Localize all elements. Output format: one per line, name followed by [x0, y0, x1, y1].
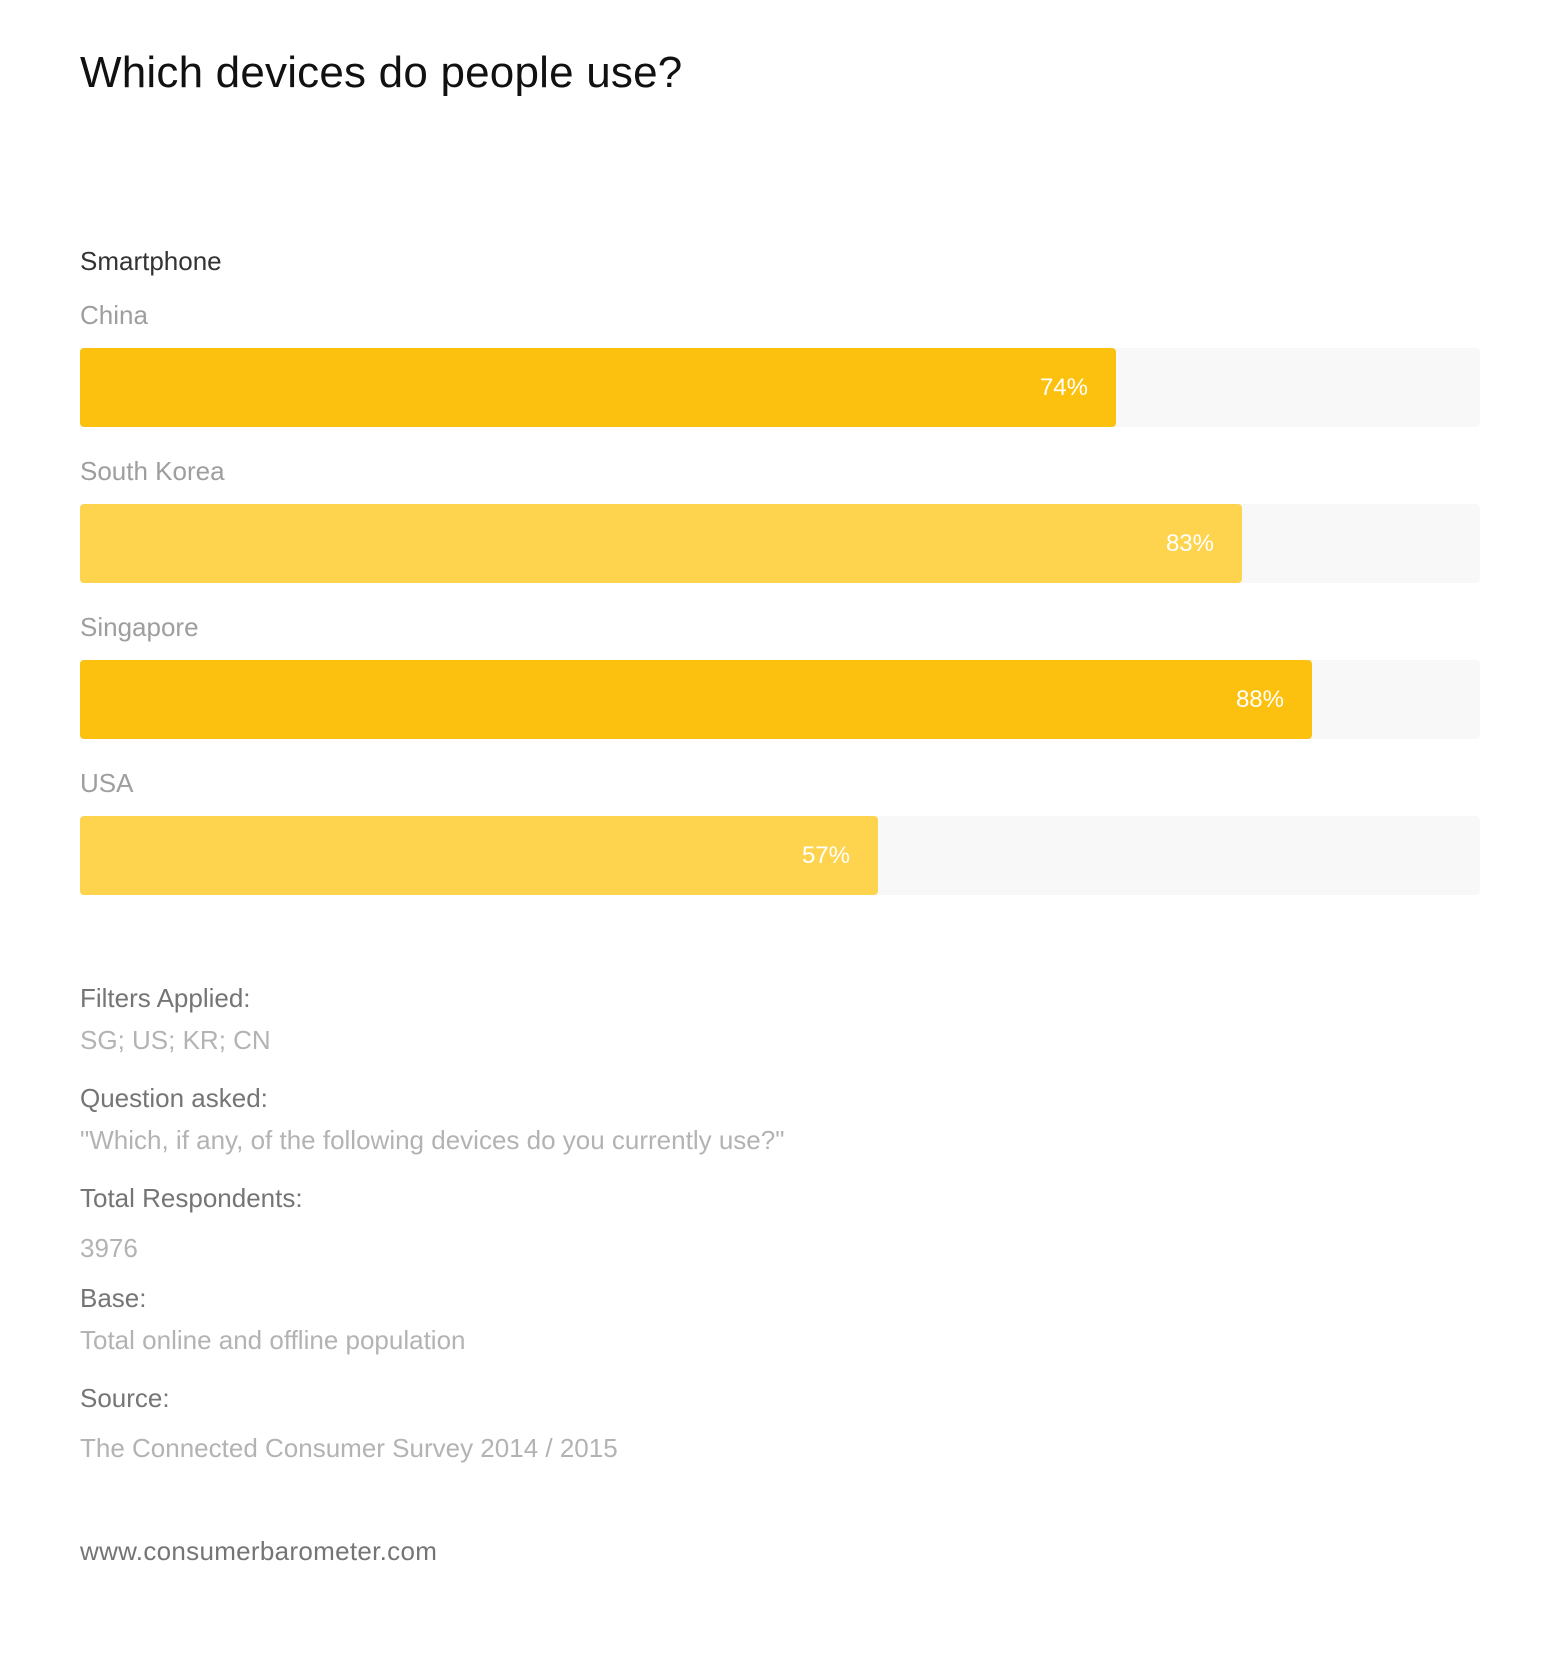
filters-value: SG; US; KR; CN	[80, 1025, 271, 1055]
bar-usa[interactable]: 57%	[80, 816, 878, 895]
respondents-label: Total Respondents:	[80, 1183, 303, 1213]
base-value: Total online and offline population	[80, 1325, 466, 1355]
bar-track: 74%	[80, 348, 1480, 427]
bar-label-singapore: Singapore	[80, 612, 199, 642]
bar-label-usa: USA	[80, 768, 134, 798]
bar-label-south-korea: South Korea	[80, 456, 225, 486]
base-label: Base:	[80, 1283, 147, 1313]
bar-value-label: 57%	[801, 841, 850, 869]
website-link[interactable]: www.consumerbarometer.com	[80, 1536, 438, 1566]
question-label: Question asked:	[80, 1083, 268, 1113]
respondents-value: 3976	[80, 1233, 138, 1263]
bar-track: 83%	[80, 504, 1480, 583]
source-value: The Connected Consumer Survey 2014 / 201…	[80, 1433, 618, 1463]
bar-track: 88%	[80, 660, 1480, 739]
bar-singapore[interactable]: 88%	[80, 660, 1312, 739]
bar-value-label: 88%	[1235, 685, 1284, 713]
bar-track: 57%	[80, 816, 1480, 895]
bar-value-label: 83%	[1165, 529, 1214, 557]
bar-south-korea[interactable]: 83%	[80, 504, 1242, 583]
bar-value-label: 74%	[1039, 373, 1088, 401]
series-label: Smartphone	[80, 246, 222, 276]
page-title: Which devices do people use?	[80, 48, 683, 97]
question-value: "Which, if any, of the following devices…	[80, 1125, 785, 1155]
filters-label: Filters Applied:	[80, 983, 251, 1013]
bar-china[interactable]: 74%	[80, 348, 1116, 427]
bar-label-china: China	[80, 300, 148, 330]
source-label: Source:	[80, 1383, 170, 1413]
